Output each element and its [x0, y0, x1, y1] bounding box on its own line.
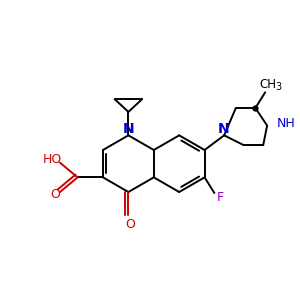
Text: O: O: [125, 218, 135, 231]
Text: N: N: [217, 122, 229, 136]
Text: F: F: [217, 191, 224, 204]
Text: N: N: [123, 122, 134, 136]
Text: HO: HO: [43, 153, 62, 166]
Text: 3: 3: [276, 82, 282, 92]
Text: O: O: [50, 188, 60, 201]
Text: NH: NH: [277, 117, 296, 130]
Text: CH: CH: [260, 78, 277, 91]
